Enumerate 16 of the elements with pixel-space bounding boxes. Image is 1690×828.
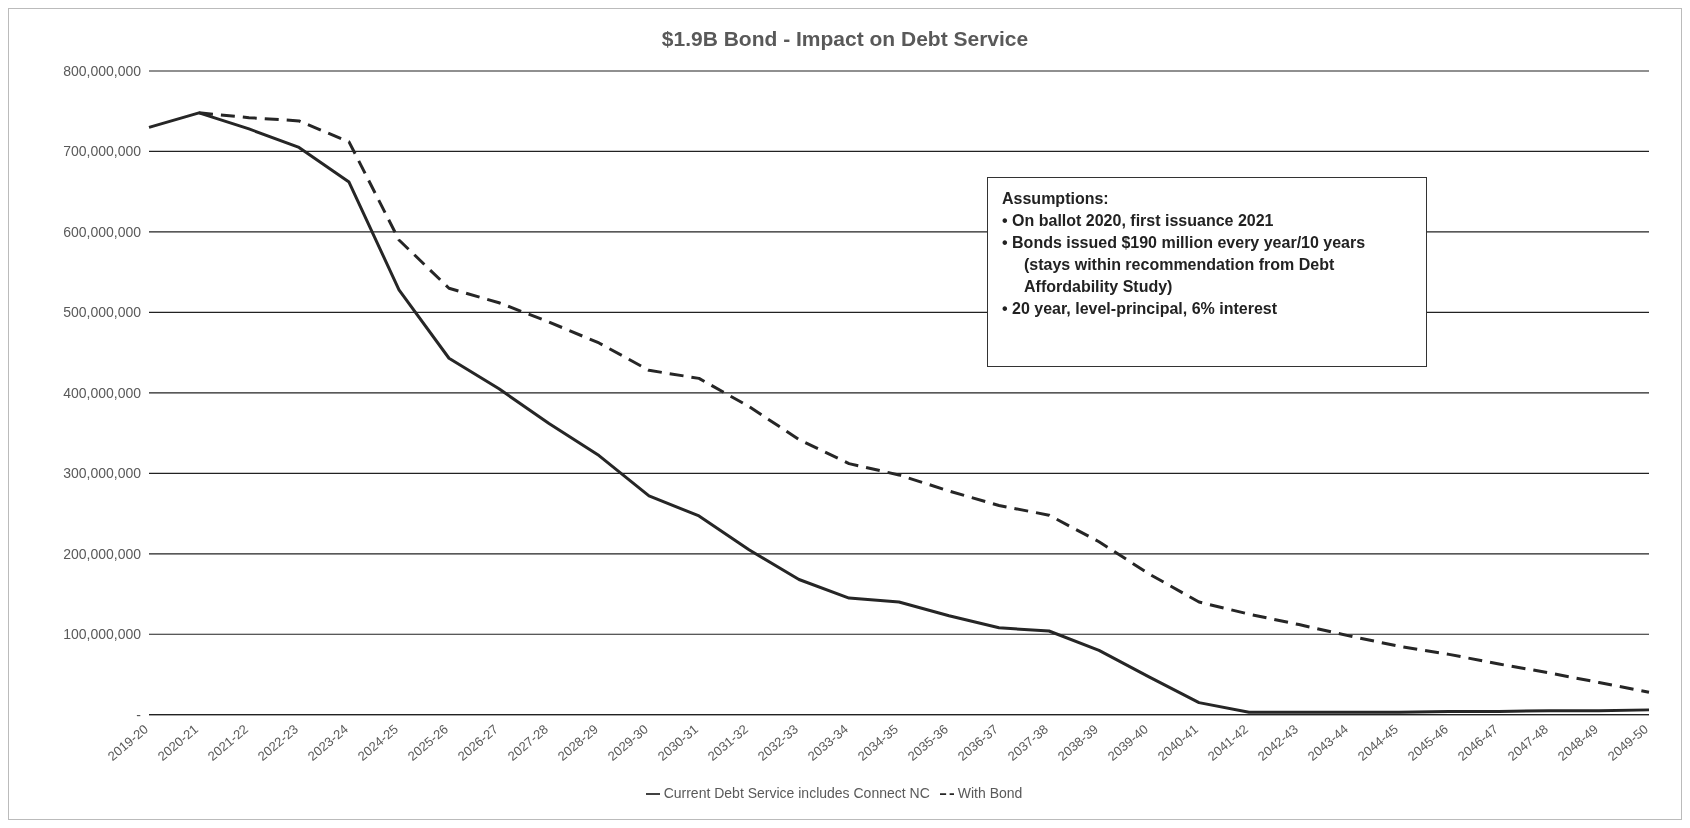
annotation: Assumptions: <box>1002 189 1110 209</box>
legend-label: With Bond <box>957 784 1023 801</box>
annotation: • On ballot 2020, first issuance 2021 <box>1002 211 1275 231</box>
y-tick-label: 400,000,000 <box>63 384 142 401</box>
y-tick-label: 700,000,000 <box>63 143 142 160</box>
y-tick-label: 800,000,000 <box>63 62 142 79</box>
y-tick-label: 200,000,000 <box>63 545 142 562</box>
y-tick-label: - <box>136 706 142 723</box>
annotation: • Bonds issued $190 million every year/10 years (stays within recommendation from Debt Affordability Study) <box>1002 233 1367 297</box>
y-tick-label: 600,000,000 <box>63 223 142 240</box>
legend-label: Current Debt Service includes Connect NC <box>663 784 930 801</box>
y-tick-label: 100,000,000 <box>63 626 142 643</box>
y-tick-label: 500,000,000 <box>63 304 142 321</box>
chart-title: $1.9B Bond - Impact on Debt Service <box>660 27 1030 51</box>
annotation: • 20 year, level-principal, 6% interest <box>1002 299 1279 319</box>
y-tick-label: 300,000,000 <box>63 465 142 482</box>
